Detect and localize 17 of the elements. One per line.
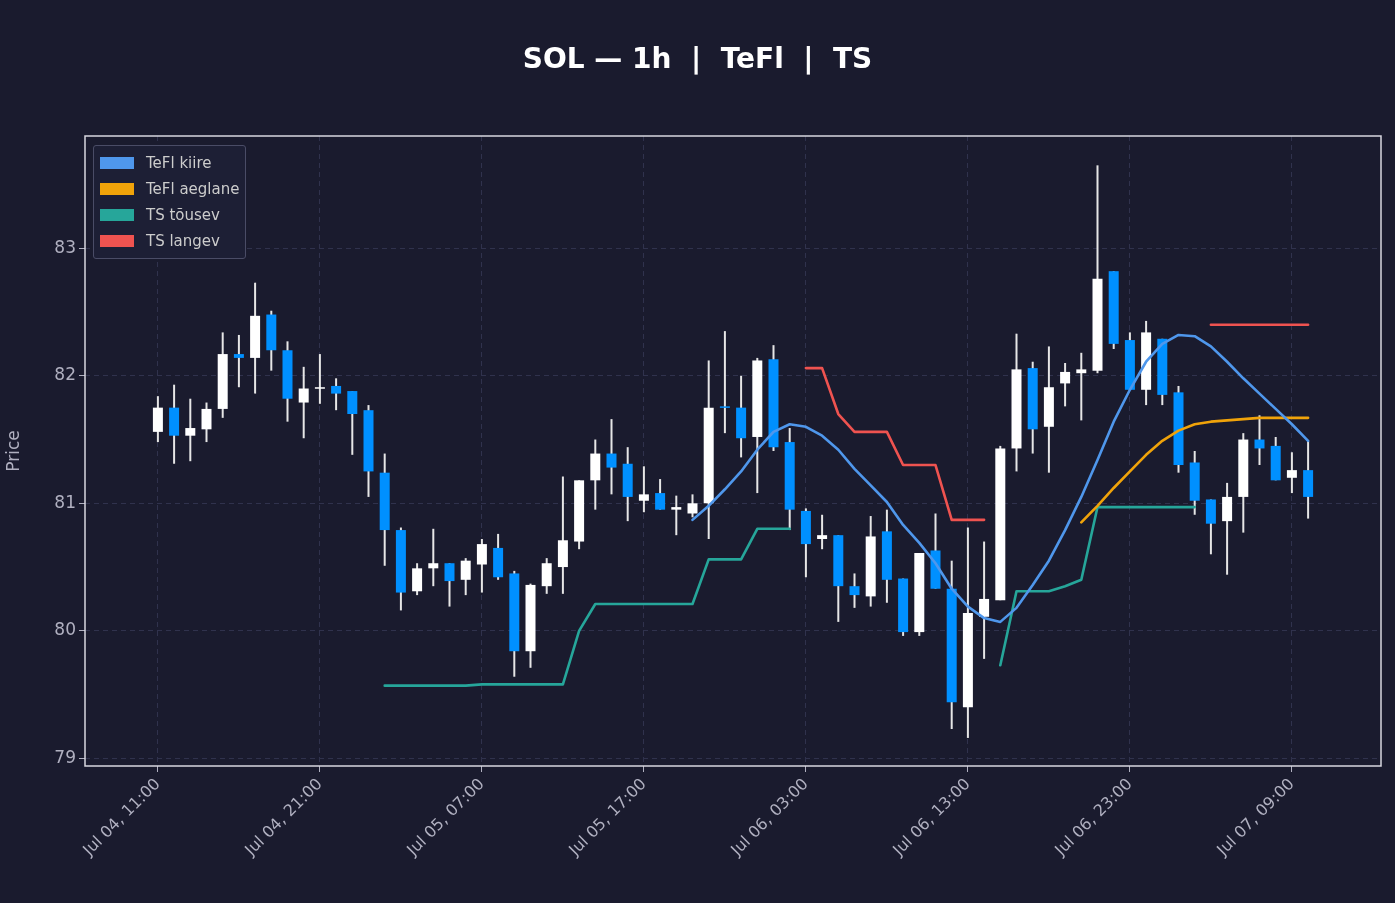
y-tick-label: 79 [54,746,76,767]
candlestick [1076,352,1087,421]
y-tick-label: 81 [54,491,76,512]
y-axis-title: Price [2,430,23,472]
candlestick [314,354,325,404]
y-tick-label: 82 [54,364,76,385]
chart-title: SOL — 1h | TeFl | TS [521,42,874,75]
legend-label: TeFl kiire [145,153,213,174]
y-tick-label: 83 [54,236,76,257]
candlestick [719,331,730,434]
candlestick [233,334,244,388]
candlestick [428,528,439,587]
candlestick [671,495,682,536]
legend-label: TS tõusev [145,205,221,226]
legend-label: TeFl aeglane [145,179,240,200]
legend-label: TS langev [145,231,221,252]
y-tick-label: 80 [54,619,76,640]
